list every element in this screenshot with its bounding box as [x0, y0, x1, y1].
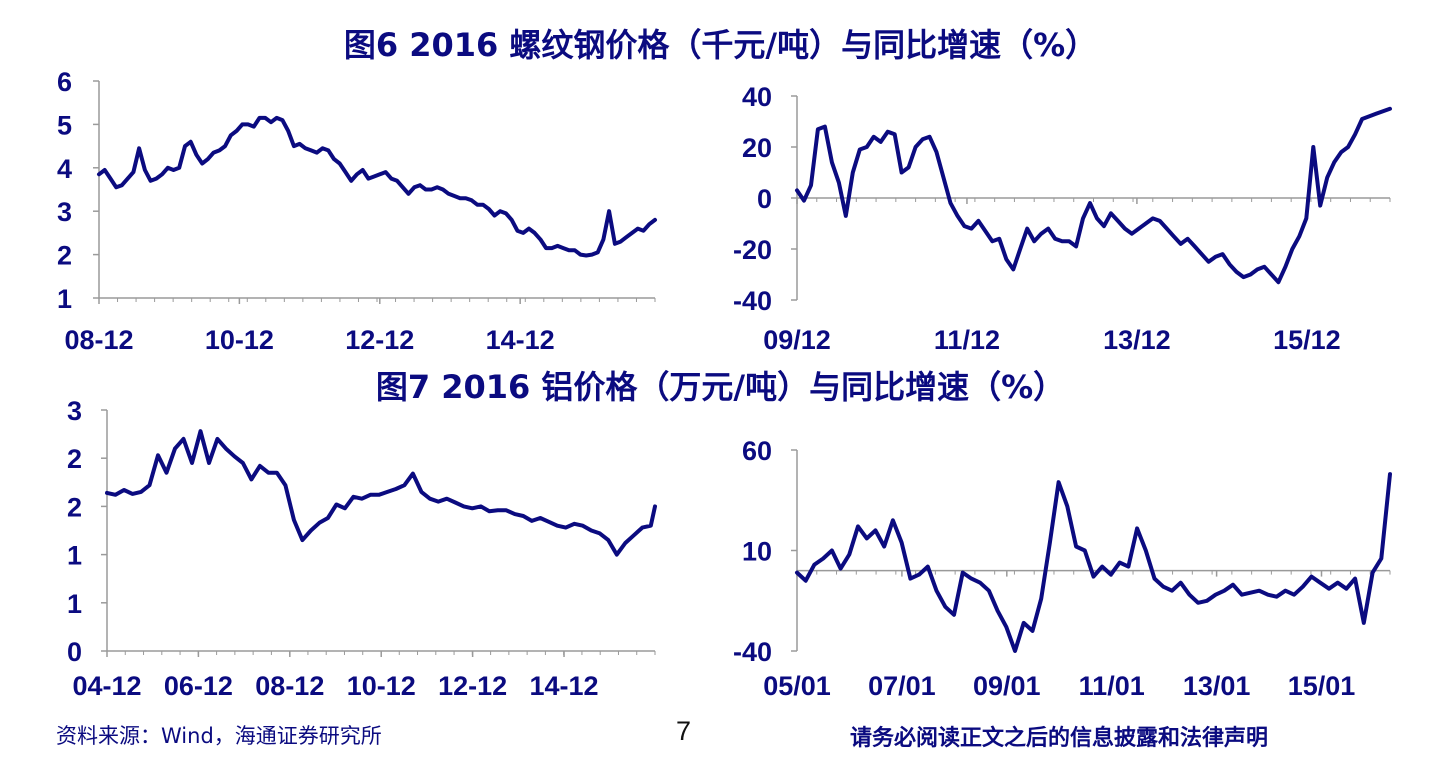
- y-tick-label: 10: [742, 537, 772, 567]
- y-tick-label: 40: [742, 82, 772, 112]
- x-tick-label: 04-12: [72, 671, 141, 701]
- y-tick-label: 3: [57, 197, 72, 227]
- figure-6-title: 图6 2016 螺纹钢价格（千元/吨）与同比增速（%）: [343, 26, 1098, 64]
- x-tick-label: 12-12: [438, 671, 507, 701]
- y-tick-label: 2: [67, 444, 82, 474]
- y-tick-label: 2: [57, 241, 72, 271]
- x-tick-label: 10-12: [347, 671, 416, 701]
- y-tick-label: -40: [733, 637, 772, 667]
- x-tick-label: 08-12: [64, 325, 133, 355]
- series-line: [795, 106, 1392, 285]
- aluminum-price-chart: 3 2 2 1 1 0 04-12 06-12 08-12 10-12 12-12 14-12: [67, 396, 657, 701]
- y-tick-label: 3: [67, 396, 82, 426]
- y-tick-label: 6: [57, 67, 72, 97]
- y-tick-label: 2: [67, 492, 82, 522]
- x-tick-label: 13/12: [1103, 325, 1171, 355]
- y-tick-label: -20: [733, 235, 772, 265]
- x-tick-label: 12-12: [345, 325, 414, 355]
- y-tick-label: -40: [733, 286, 772, 316]
- x-tick-label: 08-12: [255, 671, 324, 701]
- page-number: 7: [676, 716, 692, 746]
- x-tick-label: 09/01: [973, 671, 1041, 701]
- x-tick-label: 15/01: [1288, 671, 1356, 701]
- rebar-price-chart: 6 5 4 3 2 1 08-12 10-12 12-12 14-12: [57, 67, 657, 355]
- x-tick-label: 09/12: [763, 325, 831, 355]
- x-tick-label: 07/01: [868, 671, 936, 701]
- x-tick-label: 14-12: [486, 325, 555, 355]
- figure-7-title: 图7 2016 铝价格（万元/吨）与同比增速（%）: [375, 368, 1066, 406]
- series-line: [795, 472, 1392, 653]
- y-tick-label: 4: [57, 154, 72, 184]
- x-tick-label: 10-12: [205, 325, 274, 355]
- y-tick-label: 0: [757, 184, 772, 214]
- x-tick-label: 11/12: [934, 325, 1000, 355]
- y-tick-label: 60: [742, 436, 772, 466]
- y-tick-label: 1: [57, 284, 72, 314]
- x-tick-label: 14-12: [530, 671, 599, 701]
- series-line: [105, 429, 657, 557]
- disclaimer-link[interactable]: 请务必阅读正文之后的信息披露和法律声明: [850, 726, 1269, 751]
- rebar-yoy-chart: 40 20 0 -20 -40 09/12 11/12 13/12 15/12: [733, 82, 1392, 355]
- x-tick-label: 15/12: [1273, 325, 1341, 355]
- y-tick-label: 5: [57, 110, 72, 140]
- series-line: [97, 115, 657, 258]
- x-tick-label: 11/01: [1079, 671, 1145, 701]
- aluminum-yoy-chart: 60 10 -40 05/01 07/01 09/01 11/01 13/01 15/01: [733, 436, 1392, 701]
- y-tick-label: 1: [67, 589, 82, 619]
- source-note: 资料来源：Wind，海通证券研究所: [56, 724, 382, 748]
- y-tick-label: 0: [67, 637, 82, 667]
- x-tick-label: 06-12: [164, 671, 233, 701]
- x-tick-label: 05/01: [763, 671, 831, 701]
- y-tick-label: 1: [67, 541, 82, 571]
- y-tick-label: 20: [742, 133, 772, 163]
- x-tick-label: 13/01: [1183, 671, 1251, 701]
